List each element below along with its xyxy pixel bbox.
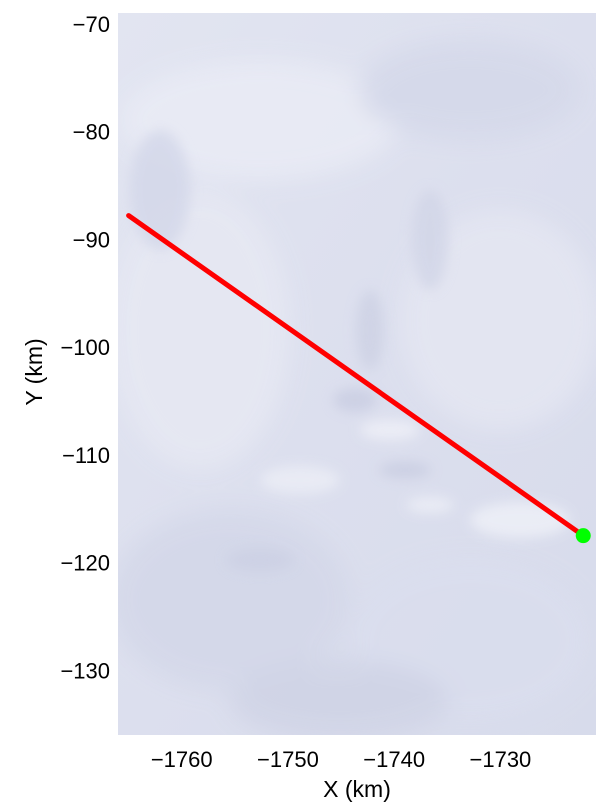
y-tick-label: −120 bbox=[60, 551, 110, 576]
y-tick-label: −90 bbox=[73, 227, 110, 252]
y-tick-label: −130 bbox=[60, 658, 110, 683]
x-axis-ticks: −1760 −1750 −1740 −1730 bbox=[151, 747, 531, 772]
y-tick-label: −110 bbox=[62, 443, 110, 468]
x-axis-title: X (km) bbox=[323, 776, 391, 802]
y-tick-label: −70 bbox=[73, 12, 110, 37]
y-tick-label: −100 bbox=[60, 335, 110, 360]
y-axis-ticks: −70 −80 −90 −100 −110 −120 −130 bbox=[60, 12, 110, 684]
x-tick-label: −1760 bbox=[151, 747, 213, 772]
track-end-point bbox=[576, 528, 591, 543]
y-axis-title: Y (km) bbox=[21, 338, 47, 405]
x-tick-label: −1740 bbox=[363, 747, 425, 772]
y-tick-label: −80 bbox=[73, 120, 110, 145]
x-tick-label: −1730 bbox=[470, 747, 532, 772]
x-tick-label: −1750 bbox=[257, 747, 319, 772]
